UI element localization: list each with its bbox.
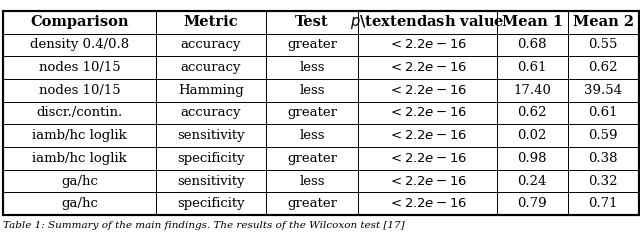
Text: less: less [300, 129, 325, 142]
Text: ga/hc: ga/hc [61, 174, 98, 188]
Text: Mean 1: Mean 1 [502, 15, 563, 29]
Text: 0.62: 0.62 [588, 61, 618, 74]
Text: $p$\textendash value: $p$\textendash value [350, 13, 505, 31]
Text: 0.68: 0.68 [518, 38, 547, 52]
Text: 0.32: 0.32 [588, 174, 618, 188]
Text: iamb/hc loglik: iamb/hc loglik [32, 152, 127, 165]
Text: ga/hc: ga/hc [61, 197, 98, 210]
Text: 0.79: 0.79 [517, 197, 547, 210]
Text: specificity: specificity [177, 197, 244, 210]
Text: density 0.4/0.8: density 0.4/0.8 [30, 38, 129, 52]
Text: Comparison: Comparison [30, 15, 129, 29]
Text: 0.24: 0.24 [518, 174, 547, 188]
Text: greater: greater [287, 197, 337, 210]
Text: nodes 10/15: nodes 10/15 [39, 84, 120, 97]
Text: 0.59: 0.59 [588, 129, 618, 142]
Text: $< 2.2e - 16$: $< 2.2e - 16$ [388, 129, 467, 142]
Text: iamb/hc loglik: iamb/hc loglik [32, 129, 127, 142]
Text: 0.02: 0.02 [518, 129, 547, 142]
Text: greater: greater [287, 38, 337, 52]
Text: 0.98: 0.98 [518, 152, 547, 165]
Text: $< 2.2e - 16$: $< 2.2e - 16$ [388, 197, 467, 210]
Text: accuracy: accuracy [180, 106, 241, 120]
Text: Table 1: Summary of the main findings. The results of the Wilcoxon test [17]: Table 1: Summary of the main findings. T… [3, 221, 405, 231]
Text: $< 2.2e - 16$: $< 2.2e - 16$ [388, 38, 467, 52]
Text: sensitivity: sensitivity [177, 129, 244, 142]
Text: less: less [300, 61, 325, 74]
Text: less: less [300, 84, 325, 97]
Text: 39.54: 39.54 [584, 84, 622, 97]
Text: sensitivity: sensitivity [177, 174, 244, 188]
Text: 17.40: 17.40 [513, 84, 551, 97]
Text: nodes 10/15: nodes 10/15 [39, 61, 120, 74]
Text: specificity: specificity [177, 152, 244, 165]
Text: greater: greater [287, 106, 337, 120]
Text: 0.61: 0.61 [518, 61, 547, 74]
Text: $< 2.2e - 16$: $< 2.2e - 16$ [388, 106, 467, 120]
Text: Test: Test [295, 15, 329, 29]
Bar [3, 11, 639, 215]
Text: $< 2.2e - 16$: $< 2.2e - 16$ [388, 174, 467, 188]
Text: less: less [300, 174, 325, 188]
Text: 0.55: 0.55 [589, 38, 618, 52]
Text: 0.38: 0.38 [588, 152, 618, 165]
Text: accuracy: accuracy [180, 61, 241, 74]
Text: Metric: Metric [184, 15, 238, 29]
Text: Hamming: Hamming [178, 84, 244, 97]
Text: $< 2.2e - 16$: $< 2.2e - 16$ [388, 152, 467, 165]
Text: greater: greater [287, 152, 337, 165]
Text: accuracy: accuracy [180, 38, 241, 52]
Text: 0.61: 0.61 [588, 106, 618, 120]
Text: $< 2.2e - 16$: $< 2.2e - 16$ [388, 61, 467, 74]
Text: $< 2.2e - 16$: $< 2.2e - 16$ [388, 84, 467, 97]
Text: Mean 2: Mean 2 [573, 15, 634, 29]
Text: discr./contin.: discr./contin. [36, 106, 123, 120]
Text: 0.71: 0.71 [588, 197, 618, 210]
Text: 0.62: 0.62 [518, 106, 547, 120]
